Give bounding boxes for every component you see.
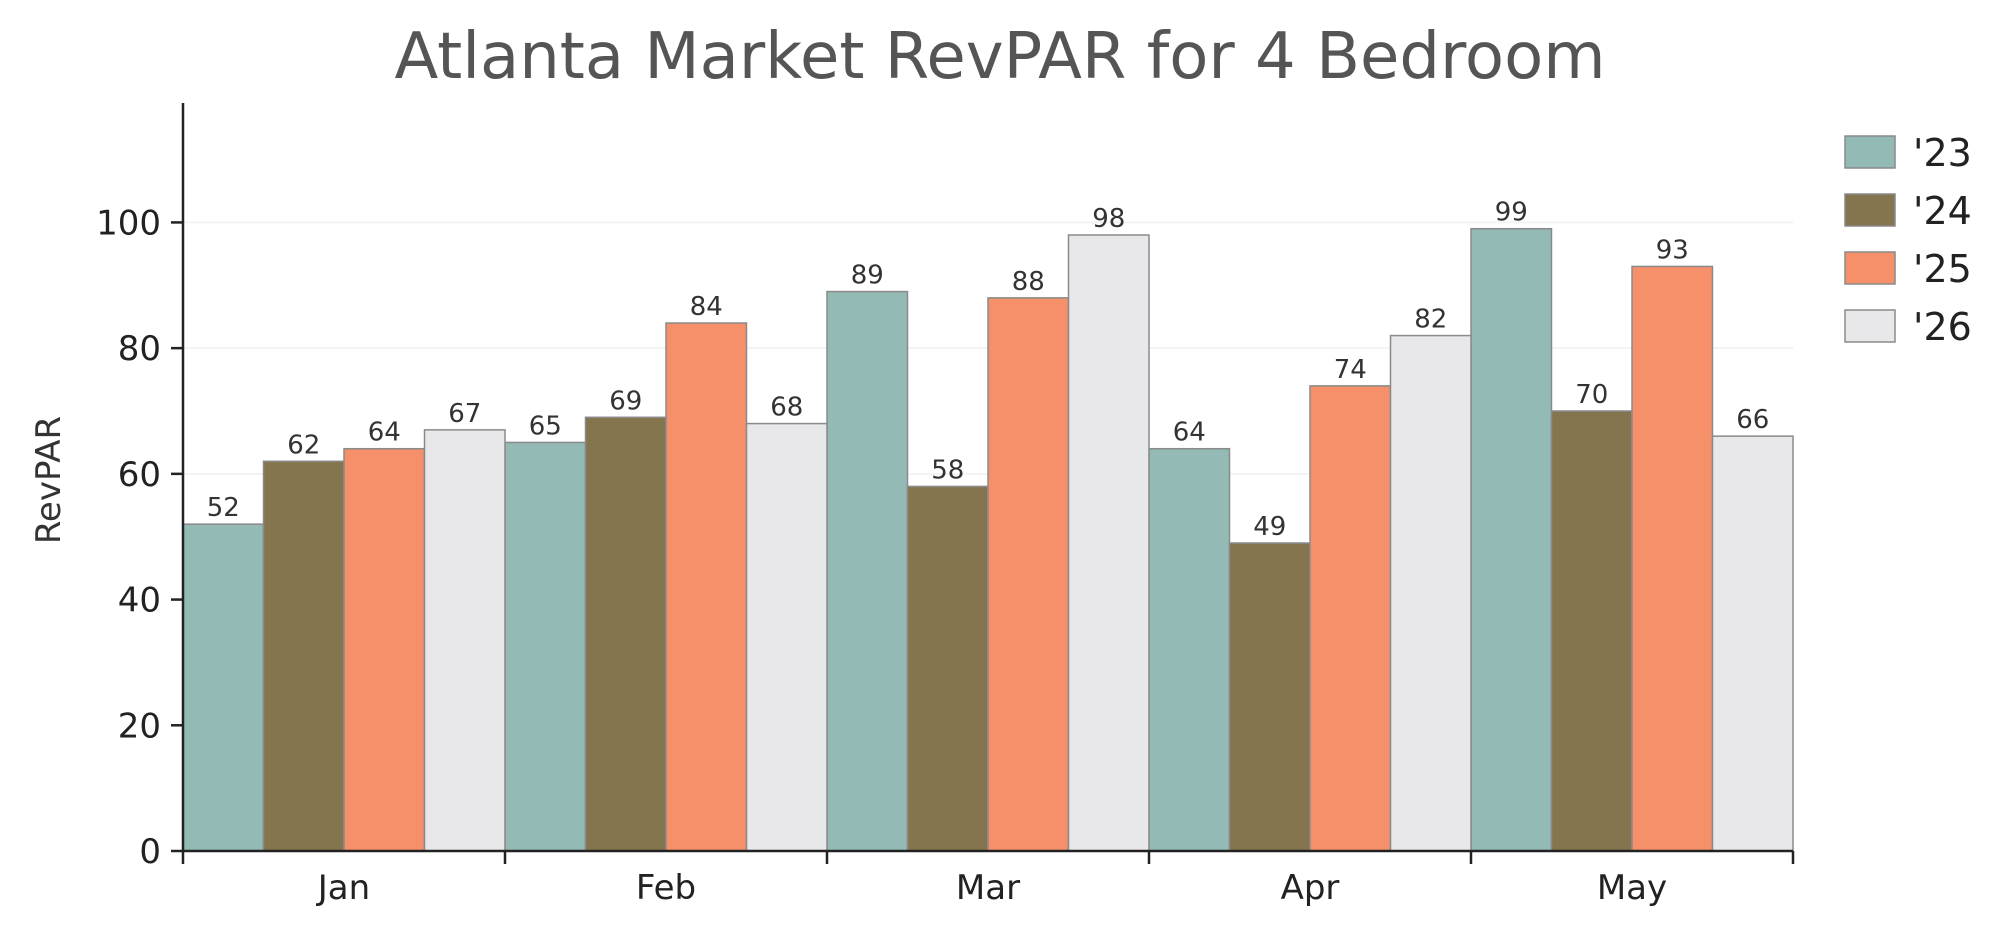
data-label: 64 — [368, 418, 401, 448]
bar — [423, 429, 506, 852]
bar — [1389, 334, 1472, 852]
legend-swatch — [1844, 135, 1896, 169]
legend-label: '23 — [1913, 131, 1972, 175]
bar — [826, 290, 909, 852]
bar — [1631, 265, 1714, 852]
data-label: 70 — [1575, 380, 1608, 410]
data-label: 68 — [770, 393, 803, 423]
bars — [182, 227, 1794, 852]
data-label: 62 — [287, 430, 320, 460]
bar — [504, 441, 587, 852]
x-tick-label: Mar — [956, 868, 1020, 908]
bar — [745, 422, 828, 852]
y-axis-label: RevPAR — [29, 416, 69, 544]
bar — [665, 322, 748, 852]
legend-label: '24 — [1913, 189, 1972, 233]
data-label: 93 — [1656, 235, 1689, 265]
bar — [1228, 542, 1311, 852]
y-tick-label: 40 — [118, 581, 161, 621]
x-tick-label: Apr — [1281, 868, 1340, 908]
legend: '23 '24 '25 '26 — [1844, 131, 1972, 349]
data-label: 49 — [1253, 512, 1286, 542]
data-label: 99 — [1495, 198, 1528, 228]
legend-label: '25 — [1913, 247, 1972, 291]
data-label: 88 — [1012, 267, 1045, 297]
x-tick-label: Jan — [316, 868, 370, 908]
data-label: 98 — [1092, 204, 1125, 234]
y-tick-label: 80 — [118, 329, 161, 369]
data-label: 58 — [931, 455, 964, 485]
bar — [906, 485, 989, 852]
data-label: 82 — [1414, 305, 1447, 335]
bar — [1309, 385, 1392, 852]
y-tick-label: 0 — [139, 832, 161, 872]
bar — [987, 297, 1070, 852]
data-label: 52 — [207, 493, 240, 523]
data-label: 69 — [609, 386, 642, 416]
data-label: 89 — [851, 261, 884, 291]
bar — [1148, 447, 1231, 852]
data-label: 74 — [1334, 355, 1367, 385]
bar — [1550, 410, 1633, 852]
legend-swatch — [1844, 193, 1896, 227]
bar — [584, 416, 667, 852]
x-tick-label: May — [1597, 868, 1667, 908]
bar — [262, 460, 345, 852]
legend-swatch — [1844, 309, 1896, 343]
axes: 0 20 40 60 80 100 Jan Feb Mar Apr May — [96, 103, 1795, 908]
bar — [343, 447, 426, 852]
legend-swatch — [1844, 251, 1896, 285]
y-tick-label: 60 — [118, 455, 161, 495]
bar — [1067, 234, 1150, 852]
y-tick-label: 100 — [96, 203, 161, 243]
data-label: 65 — [529, 411, 562, 441]
data-label: 64 — [1173, 418, 1206, 448]
chart-title: Atlanta Market RevPAR for 4 Bedroom — [394, 20, 1605, 94]
bar — [1711, 435, 1794, 852]
data-label: 84 — [690, 292, 723, 322]
data-label: 66 — [1736, 405, 1769, 435]
legend-label: '26 — [1913, 305, 1972, 349]
bar — [1470, 227, 1553, 852]
x-tick-label: Feb — [636, 868, 696, 908]
data-label: 67 — [448, 399, 481, 429]
bar — [182, 523, 265, 852]
data-labels: 52 65 89 64 99 62 69 58 49 70 64 84 88 74 93 67 68 98 82 66 — [207, 198, 1770, 542]
y-tick-label: 20 — [118, 706, 161, 746]
